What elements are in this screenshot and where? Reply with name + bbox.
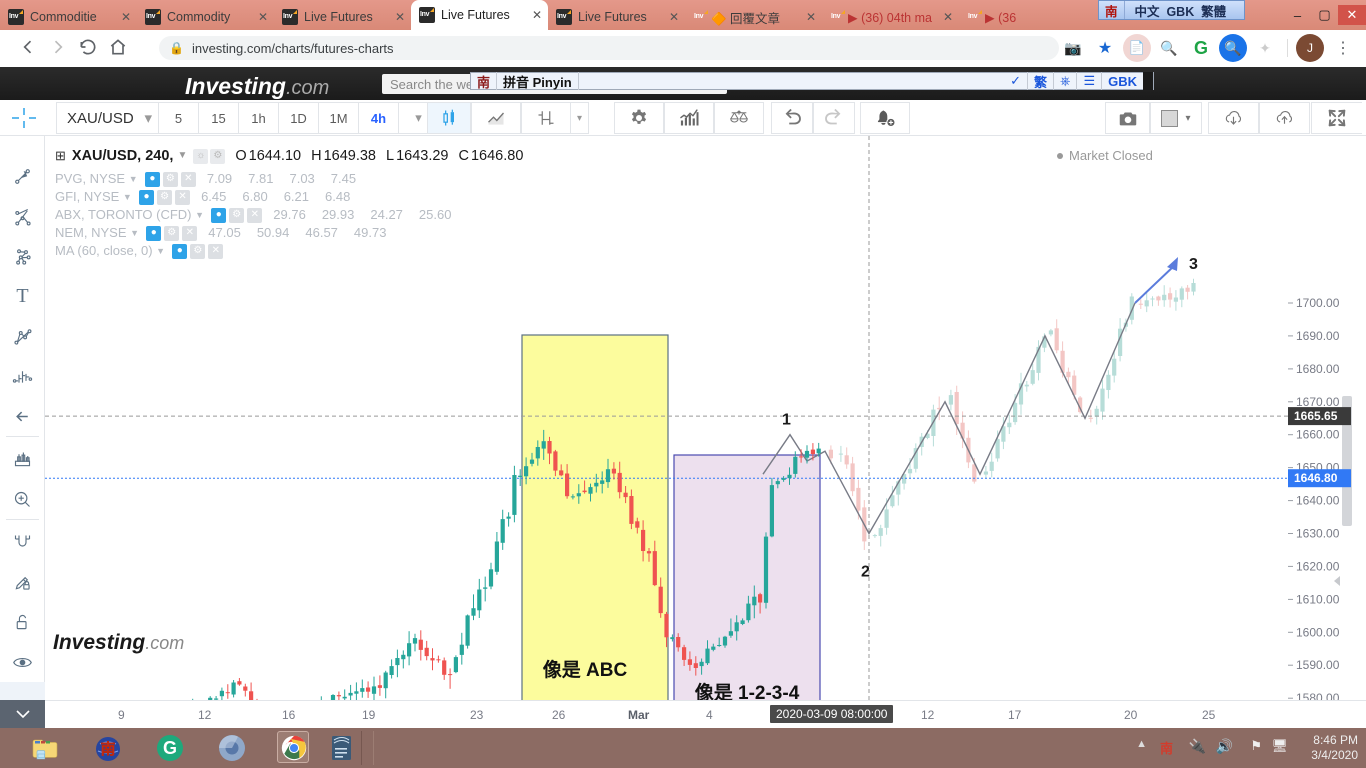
svg-text:Market Closed: Market Closed: [1069, 148, 1153, 163]
svg-text:1630.00: 1630.00: [1296, 527, 1340, 541]
svg-text:3: 3: [1189, 256, 1198, 273]
svg-text:1680.00: 1680.00: [1296, 362, 1340, 376]
svg-text:像是 ABC: 像是 ABC: [543, 658, 628, 681]
svg-text:1600.00: 1600.00: [1296, 625, 1340, 639]
svg-text:1640.00: 1640.00: [1296, 494, 1340, 508]
svg-text:1: 1: [782, 412, 791, 429]
svg-text:1646.80: 1646.80: [1294, 471, 1338, 485]
svg-text:1660.00: 1660.00: [1296, 428, 1340, 442]
svg-text:1610.00: 1610.00: [1296, 592, 1340, 606]
svg-text:2: 2: [861, 563, 870, 580]
svg-text:1670.00: 1670.00: [1296, 395, 1340, 409]
svg-text:1700.00: 1700.00: [1296, 296, 1340, 310]
svg-text:1620.00: 1620.00: [1296, 559, 1340, 573]
svg-text:1665.65: 1665.65: [1294, 409, 1338, 423]
svg-text:1690.00: 1690.00: [1296, 329, 1340, 343]
svg-text:南: 南: [100, 740, 115, 758]
svg-text:G: G: [163, 738, 177, 758]
svg-text:1590.00: 1590.00: [1296, 658, 1340, 672]
